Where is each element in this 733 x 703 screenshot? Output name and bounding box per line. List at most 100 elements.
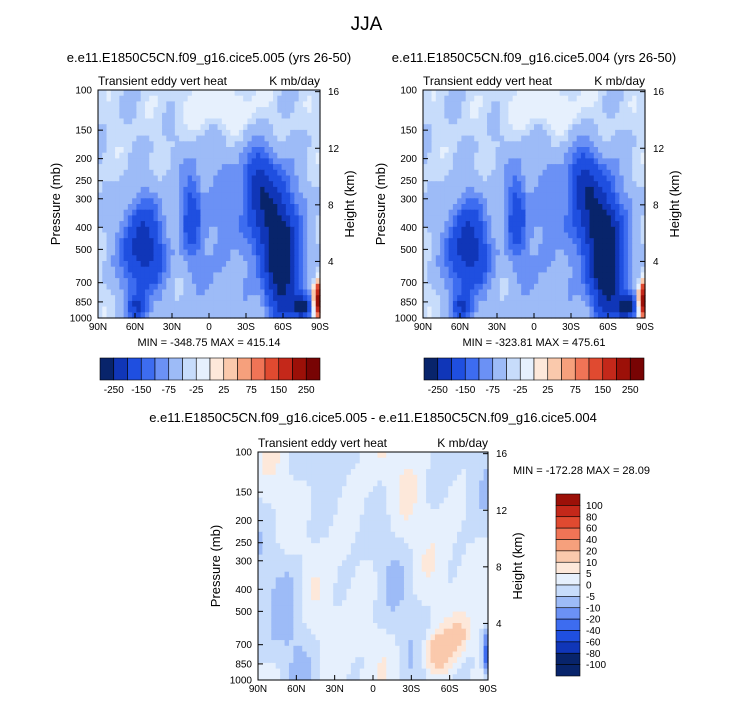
- heatmap-cell: [386, 520, 392, 527]
- heatmap-cell: [230, 118, 236, 125]
- heatmap-cell: [421, 509, 427, 516]
- heatmap-cell: [470, 503, 476, 510]
- heatmap-cell: [140, 226, 146, 234]
- heatmap-cell: [157, 238, 163, 245]
- heatmap-cell: [589, 118, 595, 125]
- heatmap-cell: [102, 295, 108, 302]
- heatmap-cell: [191, 226, 197, 234]
- heatmap-cell: [610, 107, 616, 114]
- heatmap-cell: [285, 101, 291, 108]
- heatmap-cell: [499, 129, 505, 137]
- heatmap-cell: [551, 209, 556, 216]
- heatmap-cell: [627, 101, 633, 108]
- heatmap-cell: [255, 141, 261, 148]
- heatmap-cell: [196, 278, 202, 285]
- heatmap-cell: [251, 192, 257, 199]
- heatmap-cell: [268, 152, 274, 159]
- heatmap-cell: [568, 295, 574, 302]
- heatmap-cell: [179, 181, 184, 188]
- heatmap-cell: [307, 124, 313, 131]
- heatmap-cell: [580, 204, 586, 211]
- heatmap-cell: [115, 300, 120, 308]
- heatmap-cell: [615, 300, 620, 308]
- colorbar-box: [423, 357, 439, 381]
- heatmap-cell: [632, 221, 638, 228]
- heatmap-cell: [98, 226, 103, 234]
- heatmap-cell: [589, 289, 595, 296]
- heatmap-cell: [364, 514, 370, 521]
- heatmap-cell: [610, 300, 616, 308]
- heatmap-cell: [534, 209, 539, 216]
- heatmap-cell: [610, 306, 616, 313]
- heatmap-cell: [632, 249, 638, 256]
- heatmap-cell: [623, 238, 629, 245]
- heatmap-cell: [273, 124, 278, 131]
- heatmap-cell: [589, 312, 595, 319]
- heatmap-cell: [585, 147, 591, 154]
- heatmap-cell: [444, 118, 450, 125]
- heatmap-cell: [132, 90, 138, 97]
- heatmap-cell: [271, 486, 277, 493]
- heatmap-cell: [563, 118, 569, 125]
- heatmap-cell: [623, 147, 629, 154]
- heatmap-cell: [191, 249, 197, 256]
- heatmap-cell: [102, 198, 108, 205]
- colorbar-label: 25: [542, 385, 554, 396]
- heatmap-cell: [448, 266, 454, 273]
- heatmap-cell: [290, 118, 295, 125]
- heatmap-cell: [311, 509, 317, 516]
- heatmap-cell: [162, 204, 167, 211]
- heatmap-cell: [368, 497, 374, 504]
- heatmap-cell: [196, 306, 202, 313]
- heatmap-cell: [285, 158, 291, 165]
- heatmap-cell: [495, 107, 501, 114]
- heatmap-cell: [525, 181, 531, 188]
- heatmap-cell: [290, 266, 295, 273]
- heatmap-cell: [435, 295, 441, 302]
- heatmap-cell: [157, 283, 163, 291]
- heatmap-cell: [457, 486, 463, 493]
- heatmap-cell: [632, 215, 638, 222]
- heatmap-cell: [183, 232, 189, 239]
- heatmap-cell: [487, 164, 492, 171]
- heatmap-cell: [333, 497, 339, 504]
- heatmap-cell: [255, 238, 261, 245]
- heatmap-cell: [598, 232, 603, 239]
- heatmap-cell: [435, 261, 441, 268]
- heatmap-cell: [444, 175, 450, 182]
- heatmap-cell: [127, 192, 133, 199]
- heatmap-cell: [174, 283, 180, 291]
- heatmap-cell: [580, 141, 586, 148]
- heatmap-cell: [230, 243, 236, 251]
- heatmap-cell: [580, 249, 586, 256]
- heatmap-cell: [302, 457, 308, 464]
- heatmap-cell: [576, 312, 582, 319]
- heatmap-cell: [140, 175, 146, 182]
- heatmap-cell: [465, 249, 471, 256]
- y2-tick-label: 8: [328, 200, 334, 211]
- heatmap-cell: [555, 289, 561, 296]
- heatmap-cell: [251, 158, 257, 165]
- heatmap-cell: [555, 158, 561, 165]
- heatmap-cell: [421, 503, 427, 510]
- heatmap-cell: [119, 295, 125, 302]
- heatmap-cell: [448, 514, 454, 521]
- heatmap-cell: [512, 295, 518, 302]
- heatmap-cell: [602, 232, 608, 239]
- heatmap-cell: [281, 181, 287, 188]
- heatmap-cell: [290, 175, 295, 182]
- heatmap-cell: [469, 95, 475, 102]
- heatmap-cell: [504, 306, 509, 313]
- heatmap-cell: [448, 232, 454, 239]
- heatmap-cell: [529, 272, 535, 279]
- heatmap-cell: [273, 181, 278, 188]
- heatmap-cell: [98, 129, 103, 137]
- heatmap-cell: [277, 255, 283, 262]
- heatmap-cell: [640, 312, 646, 319]
- heatmap-cell: [491, 232, 497, 239]
- heatmap-cell: [174, 152, 180, 159]
- heatmap-cell: [324, 480, 330, 487]
- heatmap-cell: [610, 158, 616, 165]
- heatmap-cell: [615, 249, 620, 256]
- heatmap-cell: [153, 181, 159, 188]
